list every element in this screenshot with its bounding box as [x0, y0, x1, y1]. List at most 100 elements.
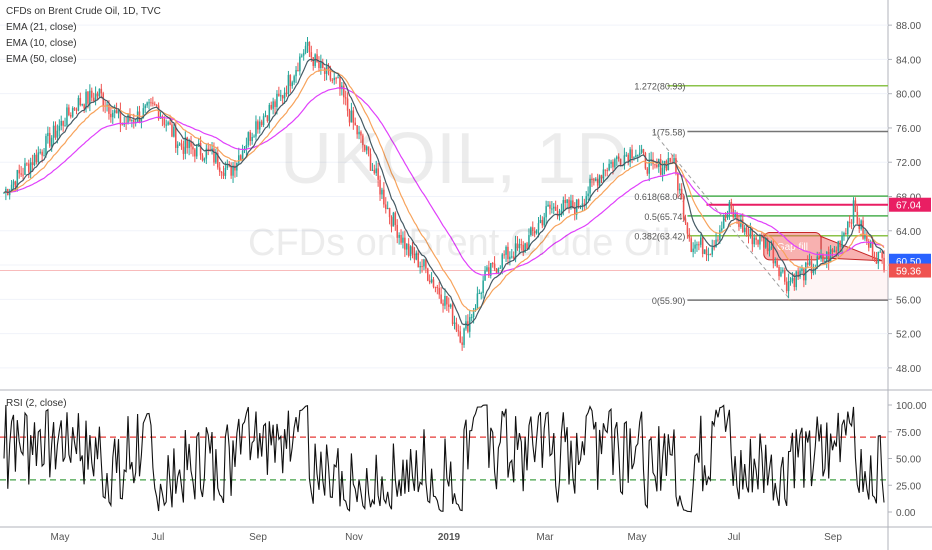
candle-body [29, 162, 32, 173]
candle-body [866, 234, 868, 242]
candle-body [205, 148, 208, 159]
candle-body [562, 200, 565, 211]
candle-body [249, 132, 251, 141]
candle-body [364, 145, 366, 151]
candle-body [841, 236, 843, 248]
candle-body [755, 237, 757, 241]
candle-body [703, 249, 706, 254]
candle-body [75, 109, 78, 111]
candle-body [339, 77, 341, 90]
candle-body [50, 137, 53, 147]
candle-body [94, 93, 97, 102]
candle-body [302, 52, 305, 56]
candle-body [617, 156, 620, 159]
candle-body [197, 142, 200, 145]
indicator-ema21[interactable]: EMA (21, close) [6, 22, 77, 33]
candle-body [346, 98, 349, 111]
candle-body [715, 239, 717, 248]
price-tag[interactable] [889, 197, 931, 212]
candle-body [835, 250, 838, 252]
rsi-tick-label: 75.00 [896, 428, 921, 439]
candle-body [497, 268, 500, 273]
candle-body [77, 97, 80, 111]
candle-body [532, 227, 534, 232]
candle-body [413, 253, 416, 260]
candle-body [371, 169, 374, 171]
price-tag[interactable] [889, 263, 931, 278]
candle-body [12, 181, 15, 185]
candle-body [509, 256, 511, 259]
candle-body [165, 124, 167, 126]
candle-body [41, 151, 43, 156]
candle-body [96, 93, 99, 97]
candle-body [37, 152, 40, 163]
candle-body [79, 97, 82, 106]
candle-body [549, 204, 551, 209]
candle-body [152, 102, 154, 104]
candle-body [459, 331, 461, 343]
candle-body [763, 237, 765, 248]
chart-title[interactable]: CFDs on Brent Crude Oil, 1D, TVC [6, 6, 161, 17]
candle-body [505, 246, 507, 255]
candle-body [824, 260, 826, 262]
candle-body [463, 328, 465, 345]
candle-body [440, 294, 442, 304]
candle-body [707, 254, 710, 256]
candle-body [20, 173, 22, 175]
candle-body [553, 206, 555, 209]
candle-body [829, 249, 832, 263]
candle-body [388, 207, 391, 218]
candle-body [848, 221, 851, 223]
candle-body [281, 95, 284, 99]
candle-body [512, 256, 515, 259]
candle-body [551, 208, 553, 210]
candle-body [539, 219, 542, 224]
candle-body [217, 153, 219, 168]
candle-body [320, 62, 322, 68]
candle-body [522, 244, 524, 253]
candle-body [230, 166, 232, 176]
candle-body [22, 174, 24, 176]
candle-body [448, 304, 450, 307]
candle-body [843, 233, 845, 237]
price-tick-label: 72.00 [896, 158, 921, 169]
candle-body [232, 165, 234, 176]
candle-body [215, 153, 217, 163]
candle-body [690, 238, 692, 252]
candle-body [598, 175, 601, 186]
candle-body [400, 235, 402, 243]
candle-body [180, 143, 183, 147]
candle-body [793, 278, 796, 288]
indicator-ema10[interactable]: EMA (10, close) [6, 38, 77, 49]
candle-body [881, 251, 883, 258]
candle-body [490, 263, 492, 276]
candle-body [656, 164, 658, 167]
candle-body [169, 122, 171, 125]
rsi-indicator-label[interactable]: RSI (2, close) [6, 398, 67, 409]
candle-body [234, 165, 236, 171]
candle-body [98, 88, 101, 97]
candle-body [474, 307, 477, 311]
candle-body [711, 247, 713, 255]
candle-body [721, 228, 723, 231]
candle-body [26, 163, 28, 165]
candle-body [148, 102, 150, 104]
candle-body [268, 104, 271, 122]
candle-body [451, 304, 454, 324]
fib-level-label: 1(75.58) [652, 128, 686, 138]
candle-body [633, 157, 635, 159]
candle-body [60, 120, 62, 126]
candle-body [537, 223, 540, 231]
candle-body [144, 105, 146, 109]
candle-body [423, 259, 425, 267]
candle-body [184, 137, 187, 154]
rsi-tick-label: 100.00 [896, 401, 927, 412]
candle-body [747, 233, 750, 236]
candle-body [511, 256, 513, 258]
candle-body [110, 113, 112, 118]
rsi-pane[interactable]: 100.00 75.00 50.00 25.00 0.00 [0, 401, 927, 519]
candle-body [784, 270, 786, 282]
indicator-ema50[interactable]: EMA (50, close) [6, 54, 77, 65]
